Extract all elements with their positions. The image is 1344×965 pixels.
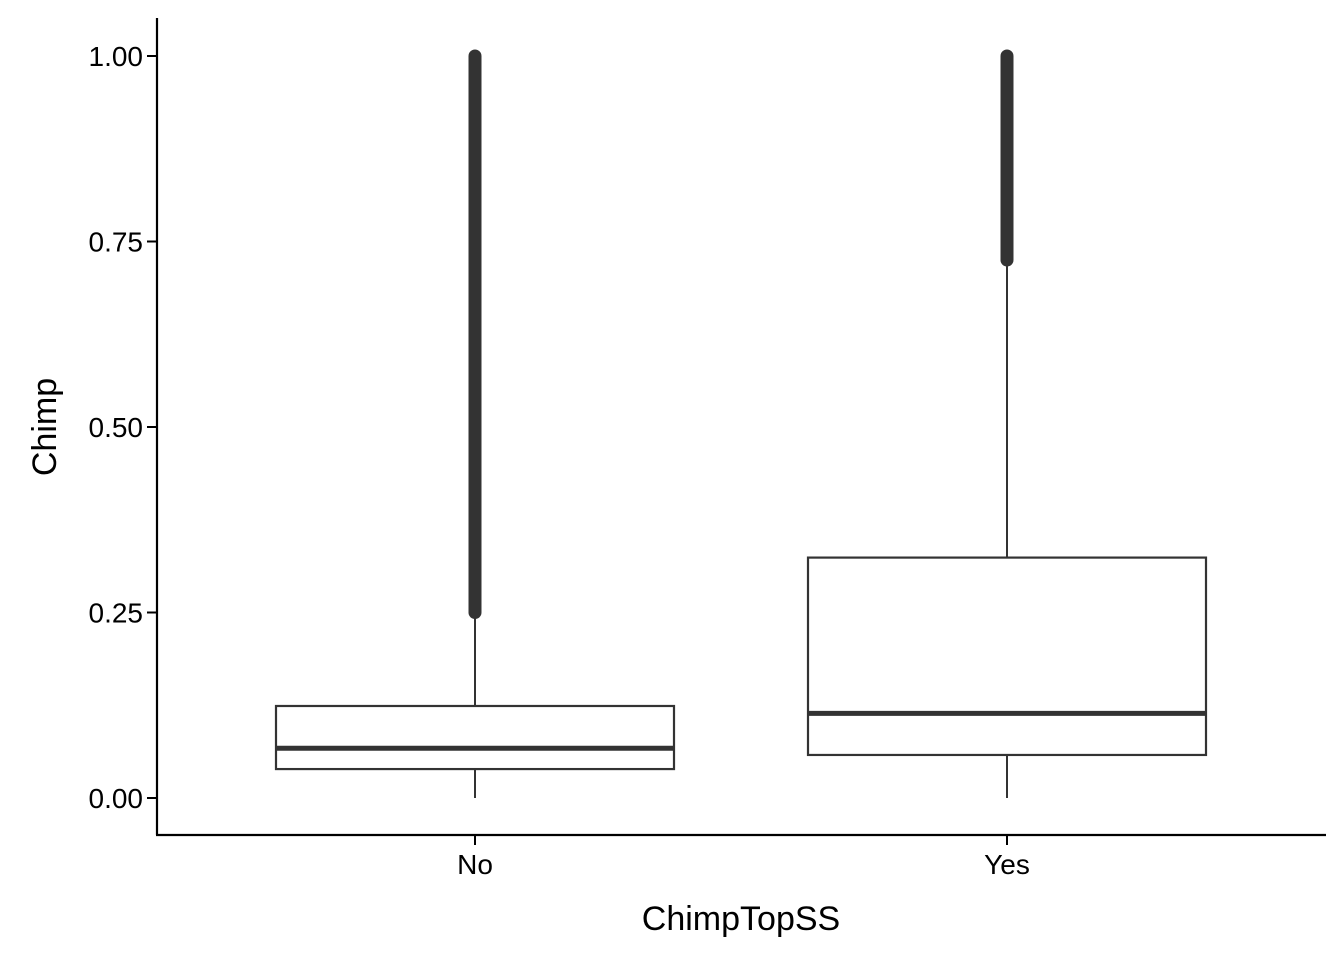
x-axis-title: ChimpTopSS (642, 900, 840, 938)
y-tick-label: 0.25 (89, 598, 144, 629)
box-no (274, 49, 676, 798)
y-tick-label: 0.00 (89, 783, 144, 814)
x-tick-label: No (457, 849, 493, 880)
y-tick-label: 0.75 (89, 227, 144, 258)
x-tick-label: Yes (984, 849, 1030, 880)
marks-layer (274, 49, 1208, 798)
ticks-layer: 0.00 0.25 0.50 0.75 1.00 No Yes (89, 41, 1030, 880)
iqr-box (274, 704, 676, 771)
box-yes (806, 49, 1208, 798)
y-tick-label: 0.50 (89, 412, 144, 443)
y-axis-title: Chimp (26, 378, 64, 476)
y-tick-label: 1.00 (89, 41, 144, 72)
iqr-box (806, 556, 1208, 757)
